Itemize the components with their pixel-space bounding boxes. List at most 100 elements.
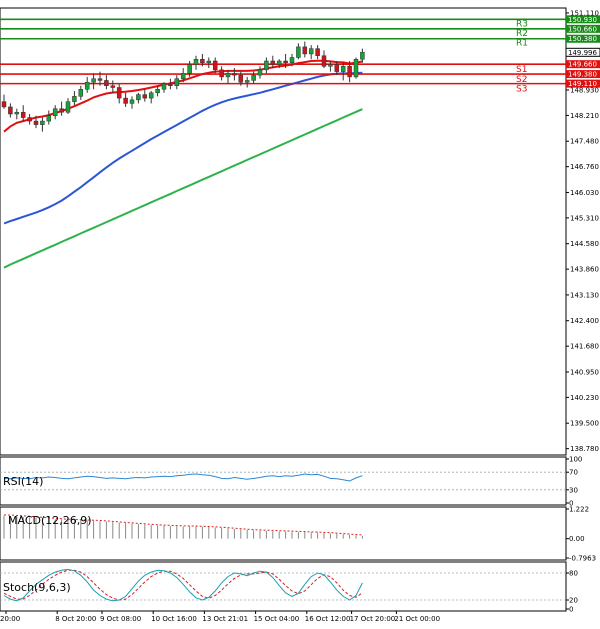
- candle-body: [14, 111, 20, 115]
- candle-body: [161, 83, 167, 90]
- pivot-tag-label-r1: 150.380: [568, 35, 597, 43]
- candle-body: [142, 94, 148, 99]
- stoch-pane: 80 200 Stoch(9,6,3): [0, 561, 578, 614]
- candle-body: [136, 94, 141, 101]
- candle-body: [27, 117, 32, 122]
- pivot-tag-label-s3: 149.110: [568, 80, 597, 88]
- candle-body: [148, 92, 154, 99]
- macd-axis: 1.222 0.00 -0.7963: [566, 506, 596, 563]
- price-tick-label: 143.130: [570, 291, 599, 299]
- pivot-name-r3: R3: [516, 19, 528, 29]
- pivot-name-r2: R2: [516, 29, 528, 39]
- candle-body: [40, 120, 45, 125]
- pivot-tag-label-r2: 150.660: [568, 25, 597, 33]
- stoch-d-path: [3, 569, 363, 601]
- rsi-line: [3, 473, 363, 482]
- price-tick-label: 139.500: [570, 420, 599, 428]
- candle-body: [129, 99, 135, 104]
- candle-body: [174, 78, 180, 86]
- price-tick-label: 141.680: [570, 343, 599, 351]
- sub-tick-label: 1.222: [569, 506, 589, 514]
- candle-body: [110, 85, 116, 88]
- candle-body: [219, 69, 224, 78]
- price-tick-label: 143.860: [570, 266, 599, 274]
- price-tick-label: 138.780: [570, 445, 599, 453]
- sub-tick-label: 0.00: [569, 535, 585, 543]
- candle-body: [225, 73, 231, 78]
- candle-body: [244, 80, 250, 83]
- candle-body: [116, 87, 122, 99]
- ma-mid-line: [3, 71, 363, 225]
- price-tick-label: 145.310: [570, 214, 599, 222]
- time-tick-label: 9 Oct 08:00: [100, 615, 141, 623]
- pivot-name-s2: S2: [516, 75, 527, 85]
- candle-body: [206, 60, 212, 64]
- current-price-box: [565, 47, 600, 57]
- macd-pane-frame: [0, 506, 567, 561]
- pivot-name-s3: S3: [516, 85, 527, 95]
- stoch-label: Stoch(9,6,3): [3, 581, 71, 594]
- sub-tick-label: 0: [569, 500, 573, 508]
- stoch-k-line: [3, 568, 363, 602]
- candle-body: [283, 60, 288, 64]
- candle-body: [91, 78, 96, 83]
- candle-body: [302, 46, 308, 55]
- stoch-pane-frame: [0, 561, 567, 612]
- candle-body: [200, 58, 205, 64]
- candle-body: [238, 74, 244, 83]
- candle-body: [232, 73, 237, 76]
- time-tick-label: 10 Oct 16:00: [151, 615, 197, 623]
- sub-tick-label: 100: [569, 456, 582, 464]
- price-tick-label: 148.930: [570, 86, 599, 94]
- candle-body: [264, 60, 269, 71]
- candle-body: [168, 83, 173, 86]
- price-tick-label: 146.030: [570, 189, 599, 197]
- candle-body: [180, 73, 186, 79]
- sub-tick-label: -0.7963: [569, 555, 596, 563]
- rsi-path: [3, 473, 363, 482]
- current-price-label: 149.996: [568, 49, 597, 57]
- candle-body: [251, 74, 256, 81]
- sub-tick-label: 80: [569, 570, 578, 578]
- candle-body: [270, 60, 276, 65]
- pivot-tag-label-s1: 149.660: [568, 61, 597, 69]
- stoch-d-line: [3, 569, 363, 601]
- time-tick-label: 16 Oct 12:00: [305, 615, 351, 623]
- candle-body: [33, 120, 39, 125]
- price-tick-label: 140.950: [570, 368, 599, 376]
- time-tick-label: 13 Oct 21:01: [202, 615, 248, 623]
- rsi-label: RSI(14): [3, 475, 43, 488]
- candle-body: [72, 96, 77, 102]
- time-tick-label: 17 Oct 20:00: [350, 615, 396, 623]
- macd-pane: 1.222 0.00 -0.7963 MACD(12,26,9): [0, 506, 596, 563]
- candle-body: [1, 101, 7, 108]
- candle-body: [65, 101, 71, 113]
- candle-body: [187, 64, 192, 74]
- rsi-pane: 100 70 30 0 RSI(14): [0, 456, 582, 508]
- candle-body: [59, 108, 64, 113]
- pivot-name-s1: S1: [516, 65, 527, 75]
- price-tick-label: 147.480: [570, 138, 599, 146]
- candle-body: [308, 48, 314, 55]
- pivot-tag-label-s2: 149.380: [568, 71, 597, 79]
- pivot-name-r1: R1: [516, 39, 528, 49]
- price-pane-frame: [0, 7, 567, 456]
- pivot-tag-label-r3: 150.930: [568, 16, 597, 24]
- candle-body: [328, 64, 333, 67]
- pivot-tag-box-s2: [566, 70, 600, 79]
- candle-body: [353, 58, 359, 78]
- rsi-pane-frame: [0, 456, 567, 506]
- macd-label: MACD(12,26,9): [8, 514, 92, 527]
- price-tick-label: 144.580: [570, 240, 599, 248]
- candle-body: [52, 108, 58, 117]
- price-tick-label: 151.110: [570, 9, 599, 17]
- candle-body: [321, 55, 327, 67]
- ma-slow-line: [3, 108, 363, 269]
- candle-body: [123, 97, 128, 104]
- sub-tick-label: 30: [569, 486, 578, 494]
- price-tick-label: 146.760: [570, 163, 599, 171]
- time-tick-label: 20:00: [0, 615, 20, 623]
- candle-body: [347, 66, 352, 78]
